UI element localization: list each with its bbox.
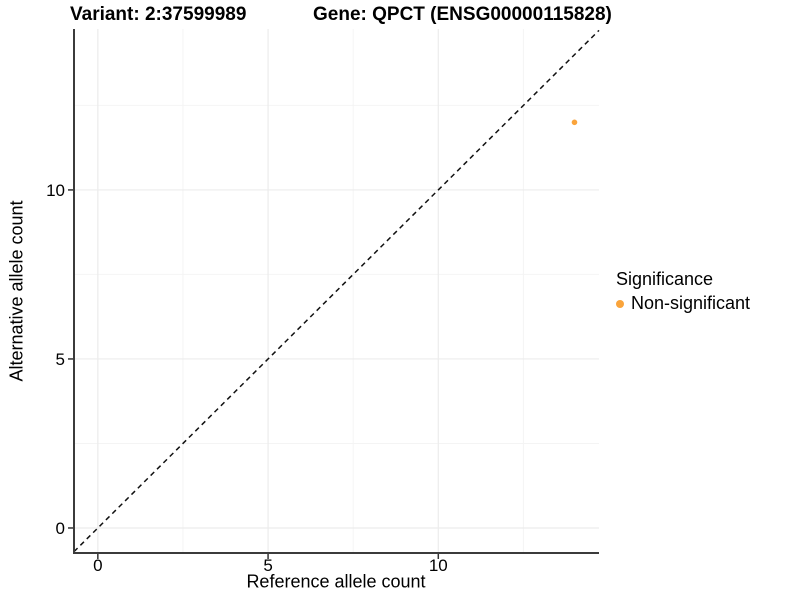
identity-line xyxy=(73,29,600,553)
legend-point-icon xyxy=(616,299,624,308)
y-tick-label: 5 xyxy=(56,350,65,369)
y-axis-title: Alternative allele count xyxy=(6,200,27,382)
legend-item-non-significant: Non-significant xyxy=(616,293,750,314)
data-point xyxy=(571,119,578,126)
y-tick-label: 0 xyxy=(56,519,65,538)
plot-title-variant: Variant: 2:37599989 xyxy=(70,4,247,25)
plot-title-gene: Gene: QPCT (ENSG00000115828) xyxy=(313,4,612,25)
legend: Significance Non-significant xyxy=(616,269,750,314)
x-tick-label: 0 xyxy=(93,556,102,575)
x-tick-label: 5 xyxy=(263,556,272,575)
y-tick-label: 10 xyxy=(46,181,65,200)
x-tick-label: 10 xyxy=(429,556,448,575)
x-axis-title: Reference allele count xyxy=(246,571,426,592)
legend-item-label: Non-significant xyxy=(631,293,751,313)
legend-title: Significance xyxy=(616,269,714,289)
